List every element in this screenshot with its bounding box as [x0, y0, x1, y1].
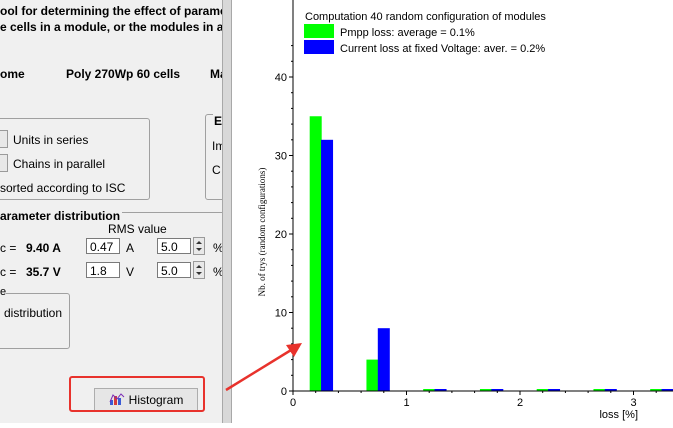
right-group-title: E	[213, 114, 222, 128]
row2-percent-input[interactable]: 5.0	[157, 262, 191, 278]
row2-label: c =	[0, 265, 17, 279]
x-tick-label: 0	[290, 397, 296, 409]
bar-current-zero	[434, 389, 447, 391]
histogram-icon	[109, 392, 125, 409]
bar-current-zero	[661, 389, 673, 391]
row1-value: 9.40 A	[26, 241, 61, 255]
row2-spinner[interactable]	[193, 261, 205, 279]
legend-swatch-pmpp	[304, 24, 334, 38]
units-in-series-label: Units in series	[13, 133, 89, 147]
param-section-title: arameter distribution	[0, 209, 123, 223]
bar-pmpp-zero	[536, 389, 549, 391]
y-axis-label: Nb. of trys (random configurations)	[257, 168, 267, 297]
x-tick-label: 3	[630, 397, 636, 409]
bar-current-zero	[491, 389, 504, 391]
chart-svg: 0 10 20 30 40 0 1 2 3 Computation 40 random conf…	[257, 0, 673, 421]
description-line2: e cells in a module, or the modules in a	[0, 20, 222, 34]
right-group-line1: Im	[212, 139, 222, 153]
bar-pmpp	[366, 359, 379, 391]
distribution-group	[0, 293, 70, 349]
chains-in-parallel-label: Chains in parallel	[13, 157, 106, 171]
module-manufacturer: ome	[0, 67, 25, 81]
sorted-label: sorted according to ISC	[0, 181, 126, 195]
bar-current	[377, 328, 390, 391]
right-group-line2: C	[212, 163, 221, 177]
y-tick-label: 30	[275, 151, 287, 163]
y-tick-label: 0	[281, 386, 287, 398]
distribution-label: distribution	[4, 306, 63, 320]
simulation-dialog: ool for determining the effect of parame…	[0, 0, 222, 423]
row1-percent-input[interactable]: 5.0	[157, 238, 191, 254]
description-line1: ool for determining the effect of parame	[0, 4, 222, 18]
units-in-series-spinner[interactable]	[0, 130, 8, 148]
row1-label: c =	[0, 241, 17, 255]
row1-rms-input[interactable]: 0.47	[86, 238, 120, 254]
histogram-chart: 0 10 20 30 40 0 1 2 3 Computation 40 random conf…	[232, 0, 673, 423]
distribution-group-caption: e	[0, 286, 7, 298]
module-model: Poly 270Wp 60 cells	[66, 67, 181, 81]
row2-value: 35.7 V	[26, 265, 61, 279]
y-tick-label: 10	[275, 308, 287, 320]
row1-spinner[interactable]	[193, 237, 205, 255]
bar-pmpp-zero	[479, 389, 492, 391]
row1-unit: A	[126, 241, 135, 255]
bar-pmpp	[309, 116, 322, 391]
configuration-group	[0, 118, 150, 200]
y-tick-label: 20	[275, 229, 287, 241]
bar-current-zero	[604, 389, 617, 391]
legend-label-current: Current loss at fixed Voltage: aver. = 0…	[340, 43, 545, 55]
histogram-button-label: Histogram	[128, 393, 184, 407]
rms-header: RMS value	[108, 222, 167, 236]
chains-in-parallel-spinner[interactable]	[0, 154, 8, 172]
row2-percent-sign: %	[213, 265, 222, 279]
bar-current	[321, 139, 334, 391]
legend-label-pmpp: Pmpp loss: average = 0.1%	[340, 27, 475, 39]
x-axis-label: loss [%]	[599, 409, 638, 421]
row1-percent-sign: %	[213, 241, 222, 255]
row2-unit: V	[126, 265, 135, 279]
bar-current-zero	[548, 389, 561, 391]
module-extra: Ma	[210, 67, 222, 81]
row2-rms-input[interactable]: 1.8	[86, 262, 120, 278]
bar-pmpp-zero	[593, 389, 606, 391]
highlight-box	[69, 376, 205, 412]
chart-title: Computation 40 random configuration of m…	[305, 11, 546, 23]
bar-pmpp-zero	[650, 389, 663, 391]
x-tick-label: 1	[403, 397, 409, 409]
histogram-button[interactable]: Histogram	[94, 388, 198, 412]
window-divider[interactable]	[222, 0, 232, 423]
y-tick-label: 40	[275, 72, 287, 84]
legend-swatch-current	[304, 40, 334, 54]
x-tick-label: 2	[517, 397, 523, 409]
bar-pmpp-zero	[423, 389, 436, 391]
